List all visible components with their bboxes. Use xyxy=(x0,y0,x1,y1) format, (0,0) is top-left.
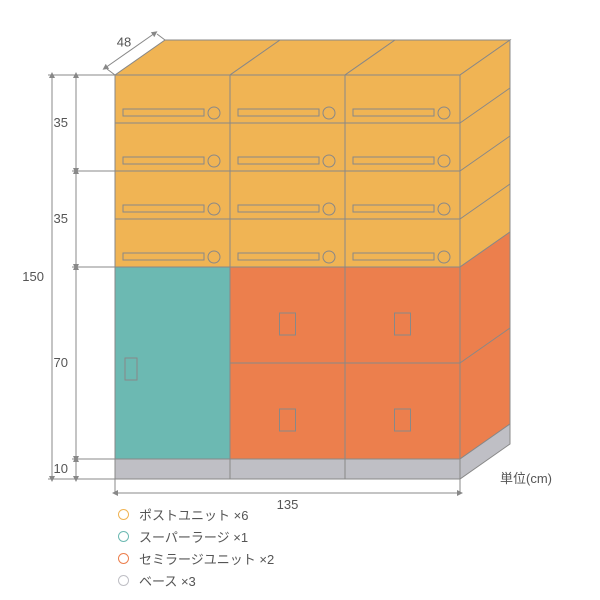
legend-item: ベース ×3 xyxy=(118,569,274,591)
svg-text:48: 48 xyxy=(117,35,131,50)
legend-item: スーパーラージ ×1 xyxy=(118,525,274,547)
legend-label: セミラージユニット ×2 xyxy=(139,549,274,568)
legend-label: ベース ×3 xyxy=(139,571,196,590)
legend: ポストユニット ×6 スーパーラージ ×1 セミラージユニット ×2 ベース ×3 xyxy=(118,503,274,591)
legend-swatch xyxy=(118,553,129,564)
svg-text:70: 70 xyxy=(54,355,68,370)
legend-label: ポストユニット ×6 xyxy=(139,505,248,524)
legend-item: セミラージユニット ×2 xyxy=(118,547,274,569)
svg-text:135: 135 xyxy=(277,497,299,512)
unit-label: 単位(cm) xyxy=(500,468,552,487)
legend-label: スーパーラージ ×1 xyxy=(139,527,248,546)
legend-swatch xyxy=(118,531,129,542)
svg-text:35: 35 xyxy=(54,211,68,226)
legend-item: ポストユニット ×6 xyxy=(118,503,274,525)
legend-swatch xyxy=(118,509,129,520)
svg-text:35: 35 xyxy=(54,115,68,130)
svg-text:10: 10 xyxy=(54,461,68,476)
svg-text:150: 150 xyxy=(22,269,44,284)
legend-swatch xyxy=(118,575,129,586)
